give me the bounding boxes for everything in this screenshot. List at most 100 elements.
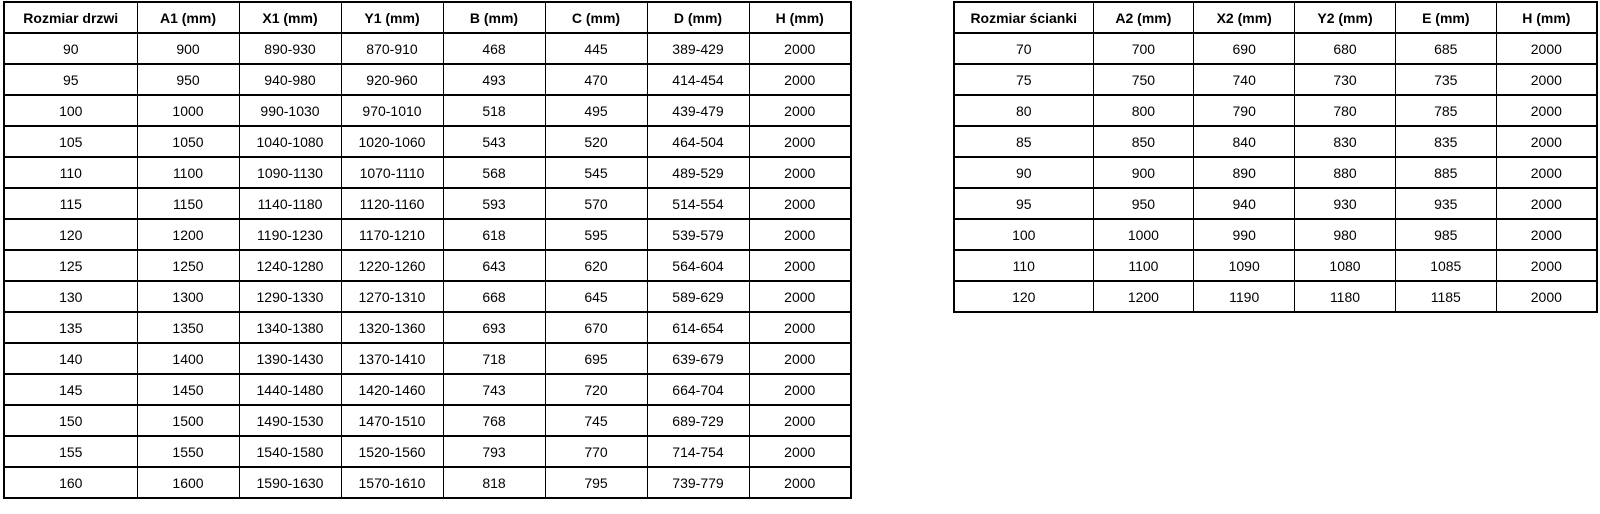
- table-cell: 1040-1080: [238, 125, 342, 158]
- table-row: 140 1400 1390-1430 1370-1410 718 695 639-679 20…: [3, 342, 852, 375]
- table-row: 160 1600 1590-1630 1570-1610 818 795 739-779 20…: [3, 466, 852, 499]
- table-cell: 743: [442, 373, 546, 406]
- column-header: X2 (mm): [1193, 1, 1296, 34]
- table-cell: 990: [1193, 218, 1296, 251]
- table-cell: 568: [442, 156, 546, 189]
- column-header: H (mm): [748, 1, 852, 34]
- table-cell: 2000: [1495, 63, 1598, 96]
- table-cell: 489-529: [646, 156, 750, 189]
- table-cell: 1570-1610: [340, 466, 444, 499]
- table-cell: 160: [3, 466, 138, 499]
- table-cell: 564-604: [646, 249, 750, 282]
- table-cell: 115: [3, 187, 138, 220]
- table-cell: 1200: [1092, 280, 1195, 313]
- table-cell: 470: [544, 63, 648, 96]
- table-cell: 2000: [748, 94, 852, 127]
- table-cell: 495: [544, 94, 648, 127]
- table-cell: 620: [544, 249, 648, 282]
- table-cell: 1400: [136, 342, 240, 375]
- table-cell: 1550: [136, 435, 240, 468]
- table-cell: 110: [3, 156, 138, 189]
- column-header: Y2 (mm): [1294, 1, 1396, 34]
- table-cell: 668: [442, 280, 546, 313]
- table-cell: 890: [1193, 156, 1296, 189]
- table-cell: 689-729: [646, 404, 750, 437]
- table-cell: 2000: [748, 187, 852, 220]
- table-cell: 75: [953, 63, 1094, 96]
- table-cell: 514-554: [646, 187, 750, 220]
- table-row: 90 900 890 880 885 2000: [953, 156, 1598, 189]
- table-cell: 790: [1193, 94, 1296, 127]
- table-row: 70 700 690 680 685 2000: [953, 32, 1598, 65]
- table-cell: 1350: [136, 311, 240, 344]
- table-cell: 140: [3, 342, 138, 375]
- column-header: A1 (mm): [136, 1, 240, 34]
- table-cell: 1420-1460: [340, 373, 444, 406]
- table-cell: 2000: [748, 156, 852, 189]
- table-cell: 543: [442, 125, 546, 158]
- table-cell: 1300: [136, 280, 240, 313]
- table-cell: 130: [3, 280, 138, 313]
- table-cell: 2000: [748, 311, 852, 344]
- table-cell: 95: [3, 63, 138, 96]
- table-cell: 680: [1294, 32, 1396, 65]
- table-cell: 990-1030: [238, 94, 342, 127]
- table-cell: 389-429: [646, 32, 750, 65]
- table-cell: 2000: [748, 280, 852, 313]
- table-cell: 125: [3, 249, 138, 282]
- table-cell: 800: [1092, 94, 1195, 127]
- table-row: 95 950 940 930 935 2000: [953, 187, 1598, 220]
- table-cell: 1100: [1092, 249, 1195, 282]
- table-cell: 1320-1360: [340, 311, 444, 344]
- table-cell: 1240-1280: [238, 249, 342, 282]
- header-row: Rozmiar drzwi A1 (mm) X1 (mm) Y1 (mm) B (mm)…: [3, 1, 852, 34]
- table-row: 135 1350 1340-1380 1320-1360 693 670 614-654 20…: [3, 311, 852, 344]
- table-cell: 885: [1394, 156, 1497, 189]
- table-cell: 2000: [1495, 218, 1598, 251]
- table-cell: 745: [544, 404, 648, 437]
- table-cell: 135: [3, 311, 138, 344]
- table-cell: 835: [1394, 125, 1497, 158]
- table-row: 120 1200 1190 1180 1185 2000: [953, 280, 1598, 313]
- table-cell: 940: [1193, 187, 1296, 220]
- table-cell: 2000: [748, 63, 852, 96]
- table-cell: 2000: [748, 466, 852, 499]
- table-cell: 730: [1294, 63, 1396, 96]
- table-cell: 120: [953, 280, 1094, 313]
- table-row: 100 1000 990 980 985 2000: [953, 218, 1598, 251]
- table-cell: 785: [1394, 94, 1497, 127]
- table-cell: 890-930: [238, 32, 342, 65]
- table-cell: 1390-1430: [238, 342, 342, 375]
- table-cell: 614-654: [646, 311, 750, 344]
- table-cell: 1120-1160: [340, 187, 444, 220]
- table-cell: 439-479: [646, 94, 750, 127]
- table-cell: 1470-1510: [340, 404, 444, 437]
- table-cell: 900: [1092, 156, 1195, 189]
- table-cell: 695: [544, 342, 648, 375]
- table-cell: 110: [953, 249, 1094, 282]
- table-row: 85 850 840 830 835 2000: [953, 125, 1598, 158]
- table-cell: 840: [1193, 125, 1296, 158]
- table-row: 90 900 890-930 870-910 468 445 389-429 2000: [3, 32, 852, 65]
- column-header: Rozmiar ścianki: [953, 1, 1094, 34]
- table-cell: 718: [442, 342, 546, 375]
- table-cell: 1000: [136, 94, 240, 127]
- table-cell: 940-980: [238, 63, 342, 96]
- table-row: 120 1200 1190-1230 1170-1210 618 595 539-579 20…: [3, 218, 852, 251]
- column-header: E (mm): [1394, 1, 1497, 34]
- table-cell: 830: [1294, 125, 1396, 158]
- table-cell: 690: [1193, 32, 1296, 65]
- table-cell: 1200: [136, 218, 240, 251]
- table-cell: 714-754: [646, 435, 750, 468]
- table-cell: 1540-1580: [238, 435, 342, 468]
- table-row: 110 1100 1090-1130 1070-1110 568 545 489-529 20…: [3, 156, 852, 189]
- table-cell: 920-960: [340, 63, 444, 96]
- table-cell: 2000: [1495, 32, 1598, 65]
- table-cell: 1500: [136, 404, 240, 437]
- table-cell: 105: [3, 125, 138, 158]
- table-cell: 770: [544, 435, 648, 468]
- table-cell: 935: [1394, 187, 1497, 220]
- table-cell: 2000: [1495, 187, 1598, 220]
- table-cell: 720: [544, 373, 648, 406]
- column-header: H (mm): [1495, 1, 1598, 34]
